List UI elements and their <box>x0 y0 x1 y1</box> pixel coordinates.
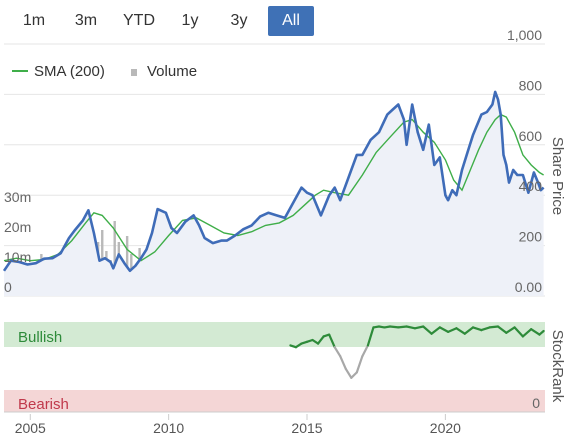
x-tick-label: 2005 <box>15 420 46 436</box>
volume-legend-swatch <box>131 69 137 76</box>
stockrank-segment <box>513 326 524 338</box>
stockrank-segment <box>366 326 375 347</box>
stockrank-segment <box>530 328 541 336</box>
stockrank-segment <box>355 355 364 374</box>
stockrank-segment <box>480 326 491 332</box>
stockrank-segment <box>463 326 475 335</box>
stockrank-segment <box>455 327 466 335</box>
stockrank-segment <box>344 367 353 379</box>
stockrank-segment <box>350 371 358 379</box>
x-tick-label: 2015 <box>291 420 322 436</box>
bearish-band <box>4 390 545 412</box>
stockrank-segment <box>496 325 508 334</box>
price-tick-label: 400 <box>519 178 543 194</box>
stockrank-segment <box>430 326 441 335</box>
price-tick-label: 1,000 <box>507 27 542 43</box>
x-tick-label: 2010 <box>153 420 184 436</box>
stockrank-segment <box>447 327 458 333</box>
stockrank-segment <box>471 326 483 332</box>
price-tick-label: 800 <box>519 77 543 93</box>
stockrank-segment <box>521 328 533 338</box>
volume-bar <box>113 221 116 296</box>
share-price-axis-title: Share Price <box>549 137 566 215</box>
volume-legend-label: Volume <box>147 63 197 80</box>
axis-labels: 0.00 200 400 600 800 1,000 0 10m 20m 30m Bullish Be… <box>4 27 566 436</box>
price-tick-label: 600 <box>519 128 543 144</box>
stockrank-segment <box>333 346 342 358</box>
volume-tick-label: 30m <box>4 189 31 205</box>
stockrank-segment <box>388 325 400 329</box>
x-tick-label: 2020 <box>430 420 461 436</box>
legend: SMA (200) Volume <box>12 63 197 80</box>
stockrank-segment <box>311 338 320 345</box>
stockrank-segment <box>413 325 425 330</box>
stockrank-tick-label: 0 <box>532 395 540 411</box>
volume-tick-label: 0 <box>4 279 12 295</box>
price-area <box>4 91 544 297</box>
bullish-label: Bullish <box>18 329 62 346</box>
stockrank-segment <box>438 326 450 333</box>
stockrank-segment <box>405 325 417 330</box>
stockrank-segment <box>538 329 545 336</box>
share-price-line <box>2 90 545 273</box>
price-area-fill <box>4 91 544 297</box>
volume-tick-label: 20m <box>4 219 31 235</box>
volume-tick-label: 10m <box>4 249 31 265</box>
sma-200-line <box>3 113 544 262</box>
stockrank-segment <box>294 342 303 349</box>
range-button-1y[interactable]: 1y <box>181 12 199 29</box>
stockrank-segment <box>328 333 336 349</box>
series-lines <box>2 90 545 379</box>
range-button-1m[interactable]: 1m <box>22 12 46 29</box>
stockrank-segment <box>505 326 516 334</box>
stockrank-segment <box>316 335 325 345</box>
stockrank-segment <box>361 344 369 358</box>
sma-legend-label: SMA (200) <box>34 63 105 80</box>
stockrank-segment <box>488 325 500 329</box>
range-button-all[interactable]: All <box>268 6 314 36</box>
bearish-label: Bearish <box>18 396 69 413</box>
bullish-band <box>4 322 545 347</box>
stockrank-segment <box>397 325 408 329</box>
price-tick-label: 200 <box>519 229 543 245</box>
range-button-3y[interactable]: 3y <box>230 12 248 29</box>
stockrank-segment <box>422 325 433 335</box>
stockrank-segment <box>339 355 347 370</box>
price-tick-label: 0.00 <box>515 279 542 295</box>
range-button-3m[interactable]: 3m <box>74 12 98 29</box>
stockrank-axis-title: StockRank <box>549 330 566 403</box>
stockrank-bands <box>4 322 545 413</box>
range-button-ytd[interactable]: YTD <box>123 12 155 29</box>
